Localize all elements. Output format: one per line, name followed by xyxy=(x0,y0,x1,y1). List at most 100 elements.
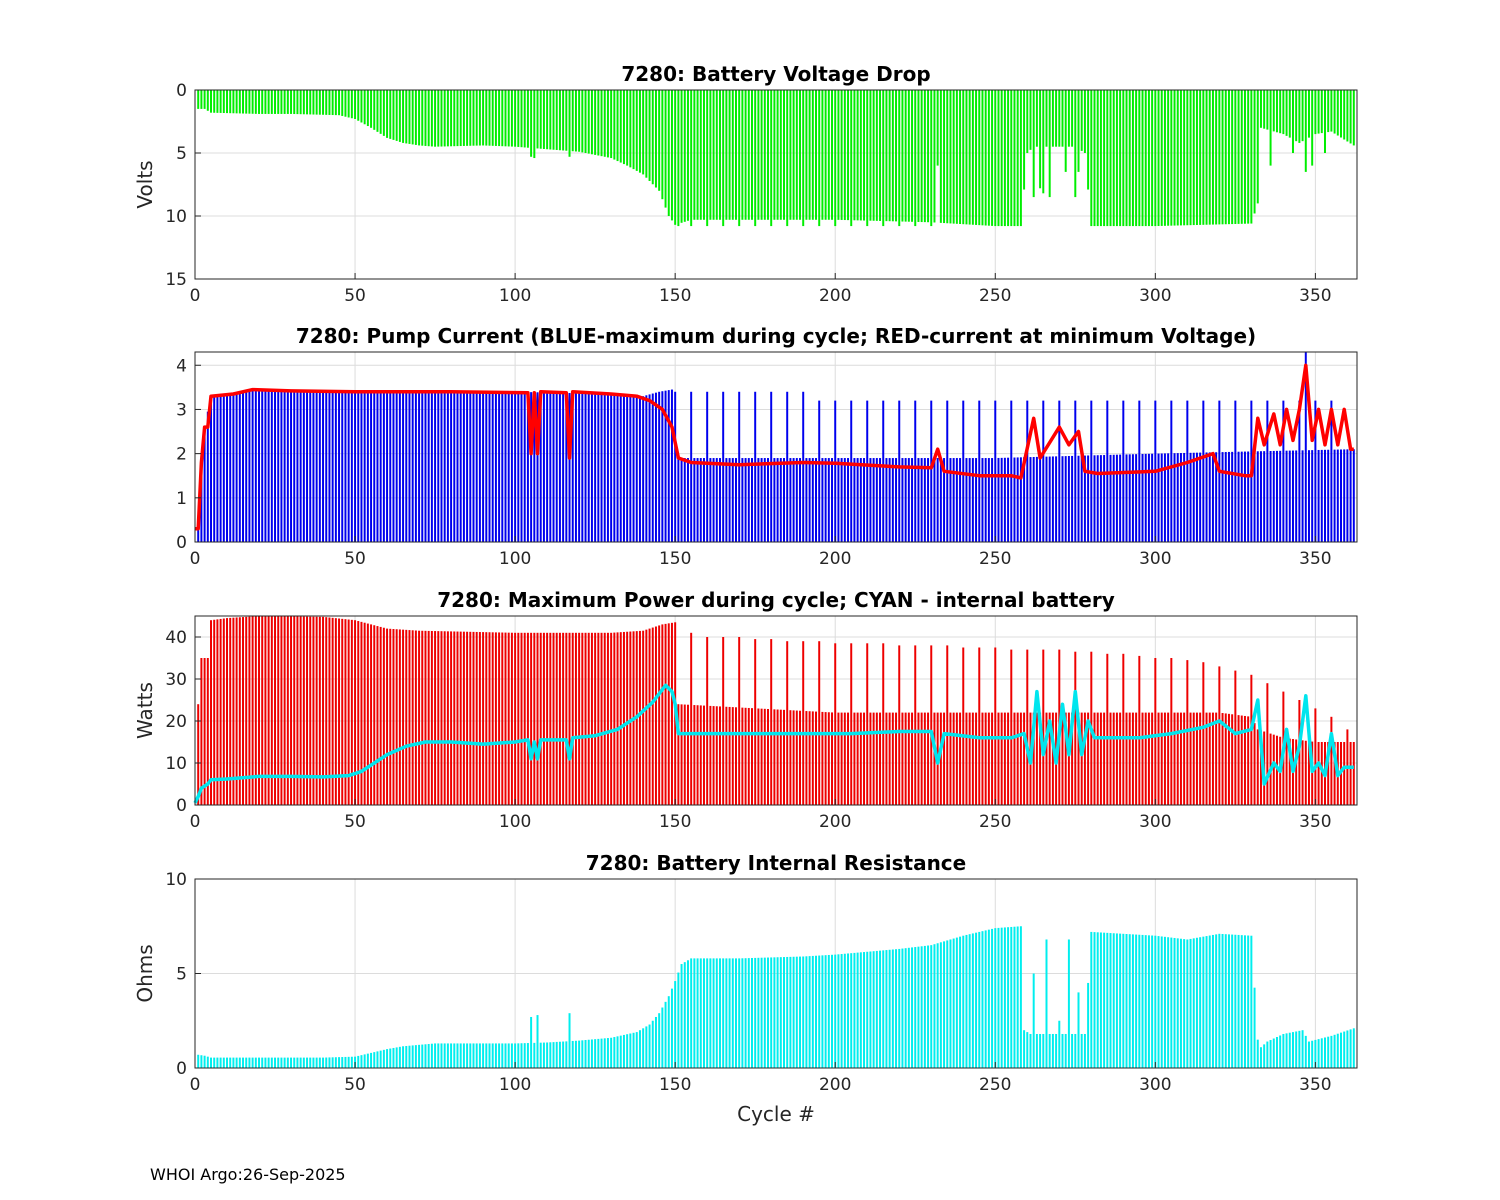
bar xyxy=(1343,449,1346,542)
bar xyxy=(981,90,984,226)
bar xyxy=(1179,938,1182,1068)
bar xyxy=(1138,655,1141,805)
bar xyxy=(802,641,805,805)
bar xyxy=(1077,90,1080,172)
bar xyxy=(1317,742,1320,805)
bar xyxy=(443,90,446,147)
bar xyxy=(1147,453,1150,542)
grid-lines xyxy=(194,89,1357,280)
bar xyxy=(968,934,971,1068)
bar xyxy=(718,458,721,542)
bar xyxy=(911,458,914,542)
bar xyxy=(216,90,219,113)
y-axis-label: Watts xyxy=(133,682,157,739)
bar xyxy=(1215,934,1218,1068)
line-series-internal-battery xyxy=(193,683,1354,804)
bar xyxy=(581,1040,584,1068)
bar xyxy=(920,712,923,805)
bar xyxy=(197,90,200,109)
bar xyxy=(459,1043,462,1068)
bar xyxy=(1240,935,1243,1068)
bar xyxy=(526,90,529,148)
bar xyxy=(274,90,277,114)
bar xyxy=(1330,716,1333,805)
bar xyxy=(651,393,654,542)
bar xyxy=(744,707,747,805)
bar xyxy=(686,90,689,221)
bar xyxy=(1106,90,1109,227)
bar xyxy=(1352,449,1355,542)
bar xyxy=(594,1039,597,1068)
bar xyxy=(1186,939,1189,1068)
bar xyxy=(558,90,561,151)
bar xyxy=(783,957,785,1068)
bar xyxy=(600,1038,603,1068)
bar xyxy=(248,390,251,542)
bar xyxy=(1039,712,1042,805)
bar xyxy=(1103,455,1106,542)
bar xyxy=(792,90,795,220)
bar xyxy=(1199,937,1202,1068)
bar xyxy=(558,392,561,542)
bar xyxy=(462,1043,465,1068)
bar xyxy=(418,391,421,542)
bar xyxy=(565,632,568,805)
bar xyxy=(1029,90,1032,150)
bar xyxy=(795,90,798,220)
bar xyxy=(437,90,440,147)
bar xyxy=(258,616,261,805)
bar xyxy=(863,90,866,221)
bar xyxy=(222,618,225,805)
bar xyxy=(1266,683,1269,805)
bar xyxy=(1023,1030,1026,1068)
bar xyxy=(322,1057,325,1068)
bar xyxy=(1163,936,1166,1068)
bar xyxy=(834,400,837,542)
bar xyxy=(667,996,670,1068)
bar xyxy=(482,391,485,542)
bar xyxy=(1288,90,1291,138)
bar xyxy=(747,90,750,220)
bar xyxy=(1205,452,1208,542)
bar xyxy=(542,90,545,149)
x-tick-label: 200 xyxy=(819,1075,851,1095)
bar xyxy=(206,658,209,805)
y-tick-label: 0 xyxy=(176,81,187,101)
bar xyxy=(546,1042,549,1068)
bar xyxy=(850,90,853,227)
bar xyxy=(523,391,526,542)
bar xyxy=(712,90,715,220)
bar xyxy=(318,616,321,805)
bar xyxy=(306,90,309,115)
bar xyxy=(619,394,622,542)
bar xyxy=(872,90,875,221)
bar xyxy=(1333,1034,1336,1068)
bar xyxy=(1144,935,1147,1068)
bar xyxy=(725,958,728,1068)
bar xyxy=(882,950,885,1068)
bar xyxy=(1167,937,1170,1068)
bar xyxy=(280,616,283,805)
bar xyxy=(895,712,898,805)
bar xyxy=(776,709,779,805)
bar xyxy=(645,1026,648,1068)
bar xyxy=(1032,973,1035,1068)
bar xyxy=(1045,712,1048,805)
bar xyxy=(1112,90,1115,227)
bar xyxy=(1199,90,1202,225)
bar xyxy=(1211,934,1214,1068)
bar xyxy=(840,954,843,1068)
bar xyxy=(315,390,318,542)
bar xyxy=(674,981,677,1068)
bar xyxy=(318,1057,321,1068)
bar xyxy=(1051,90,1054,147)
bar xyxy=(1135,934,1138,1068)
bar xyxy=(968,90,971,225)
bar xyxy=(773,709,776,805)
bar xyxy=(1279,90,1282,134)
bar xyxy=(418,90,421,146)
bar xyxy=(1119,90,1122,227)
bar xyxy=(670,389,673,542)
bar xyxy=(443,1043,446,1068)
bar xyxy=(664,90,667,208)
